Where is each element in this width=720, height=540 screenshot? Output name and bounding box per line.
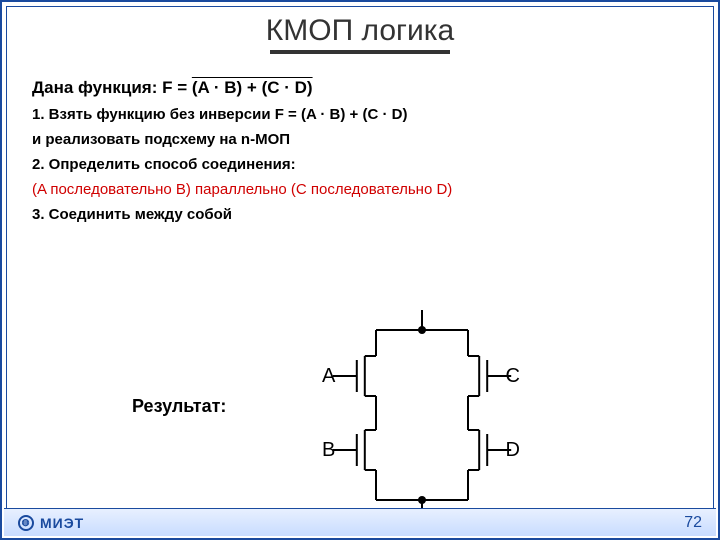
title-underline bbox=[270, 50, 450, 54]
slide: КМОП логика Дана функция: F = (A · B) + … bbox=[2, 2, 718, 538]
step-3: 3. Соединить между собой bbox=[32, 206, 688, 223]
brand-text: МИЭТ bbox=[40, 515, 84, 531]
title-underline-wrap bbox=[32, 50, 688, 69]
footer: ◍ МИЭТ 72 bbox=[4, 508, 716, 536]
result-label: Результат: bbox=[132, 396, 226, 417]
svg-text:B: B bbox=[322, 439, 335, 461]
step-1b: и реализовать подсхему на n-МОП bbox=[32, 131, 688, 148]
step-1: 1. Взять функцию без инверсии F = (A · B… bbox=[32, 106, 688, 123]
function-label: Дана функция: F = bbox=[32, 78, 192, 97]
function-expr: (A · B) + (C · D) bbox=[192, 78, 313, 97]
svg-text:C: C bbox=[506, 365, 520, 387]
svg-text:A: A bbox=[322, 365, 336, 387]
svg-text:D: D bbox=[506, 439, 520, 461]
circuit-svg: A B C D bbox=[302, 308, 542, 518]
globe-icon: ◍ bbox=[18, 515, 34, 531]
brand-logo: ◍ МИЭТ bbox=[18, 515, 84, 531]
page-number: 72 bbox=[684, 514, 702, 532]
connection-rule: (A последовательно B) параллельно (C пос… bbox=[32, 181, 688, 198]
slide-title: КМОП логика bbox=[32, 14, 688, 48]
function-line: Дана функция: F = (A · B) + (C · D) bbox=[32, 77, 688, 98]
circuit-diagram: A B C D bbox=[302, 308, 542, 518]
step-2: 2. Определить способ соединения: bbox=[32, 156, 688, 173]
